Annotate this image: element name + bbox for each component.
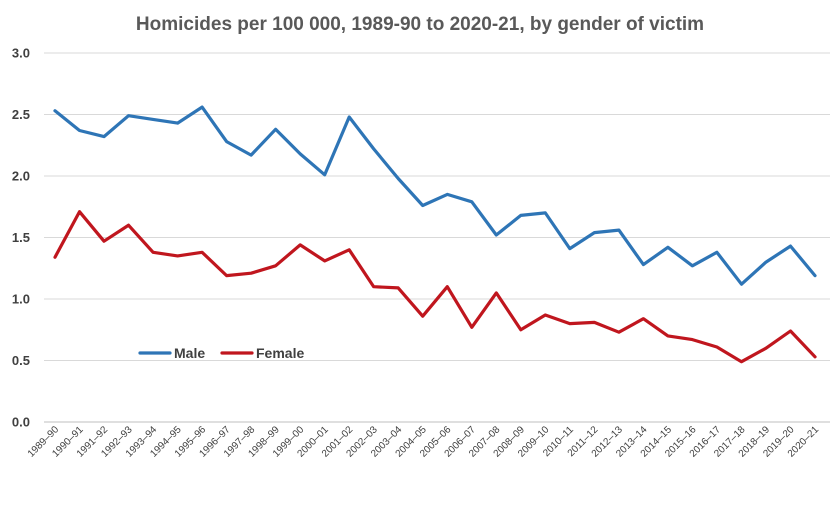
y-tick-label: 3.0 <box>12 46 30 61</box>
gridlines <box>44 52 830 423</box>
legend: Male Female <box>138 345 304 361</box>
legend-label-male: Male <box>174 345 205 361</box>
x-axis-tick-labels: 1989–901990–911991–921992–931993–941994–… <box>26 424 822 460</box>
series-lines <box>53 105 817 364</box>
y-axis-tick-labels: 0.0 0.5 1.0 1.5 2.0 2.5 3.0 <box>12 46 30 430</box>
y-tick-label: 2.0 <box>12 169 30 184</box>
legend-label-female: Female <box>256 345 304 361</box>
y-tick-label: 2.5 <box>12 107 30 122</box>
y-tick-label: 1.5 <box>12 230 30 245</box>
series-line-female <box>53 210 817 364</box>
y-tick-label: 1.0 <box>12 292 30 307</box>
y-tick-label: 0.0 <box>12 415 30 430</box>
series-line-male <box>53 105 817 286</box>
y-tick-label: 0.5 <box>12 353 30 368</box>
chart-title: Homicides per 100 000, 1989-90 to 2020-2… <box>136 14 704 35</box>
